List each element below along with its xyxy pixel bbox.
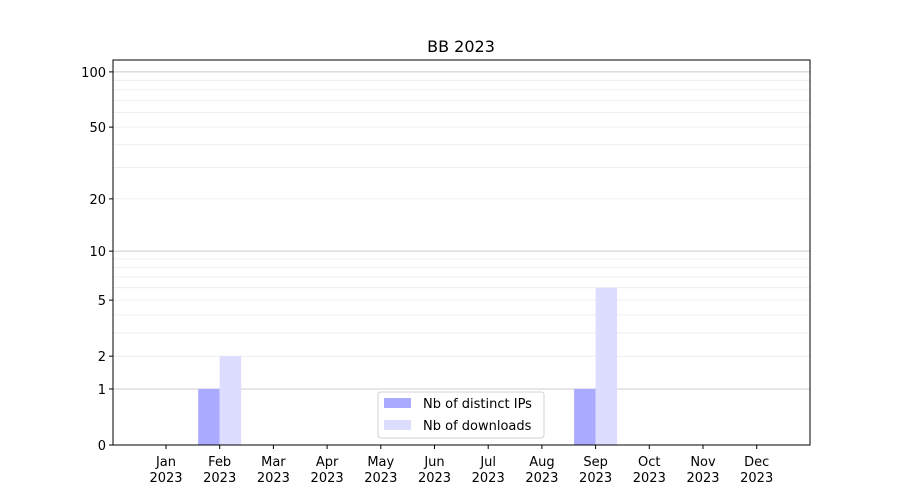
- bar-distinct-ips: [574, 388, 596, 445]
- axes-frame: [112, 59, 811, 446]
- x-tick-label: Dec 2023: [740, 455, 773, 486]
- x-tick-label: May 2023: [364, 455, 397, 486]
- legend-label: Nb of distinct IPs: [423, 397, 532, 412]
- y-tick-label: 2: [98, 350, 106, 365]
- grid: [113, 71, 810, 390]
- y-tick-label: 0: [98, 439, 106, 454]
- legend-swatch: [384, 398, 411, 408]
- bar-distinct-ips: [198, 388, 220, 445]
- legend-label: Nb of downloads: [423, 419, 532, 434]
- y-tick-label: 20: [89, 193, 106, 208]
- x-tick-label: Jun 2023: [418, 455, 451, 486]
- y-axis: 0 1 2 5 10 20 50 100: [81, 66, 113, 454]
- y-tick-label: 5: [98, 294, 106, 309]
- x-tick-label: Feb 2023: [203, 455, 236, 486]
- legend-frame: [377, 391, 545, 439]
- x-tick-label: Aug 2023: [525, 455, 558, 486]
- x-tick-label: Sep 2023: [579, 455, 612, 486]
- y-tick-label: 1: [98, 383, 106, 398]
- legend-swatch: [384, 420, 411, 430]
- bars: [198, 287, 618, 445]
- y-tick-label: 50: [89, 121, 106, 136]
- bar-downloads: [595, 287, 618, 445]
- x-tick-label: Jul 2023: [472, 455, 505, 486]
- x-tick-label: Apr 2023: [311, 455, 344, 486]
- x-tick-label: Nov 2023: [686, 455, 719, 486]
- bar-downloads: [219, 356, 242, 445]
- x-axis: Jan 2023 Feb 2023 Mar 2023 Apr 2023 May 2023 Jun 20…: [149, 445, 773, 486]
- x-tick-label: Mar 2023: [257, 455, 290, 486]
- x-tick-label: Jan 2023: [149, 455, 182, 486]
- chart-title: BB 2023: [427, 37, 495, 56]
- x-tick-label: Oct 2023: [633, 455, 666, 486]
- y-tick-label: 10: [89, 245, 106, 260]
- legend: Nb of distinct IPs Nb of downloads: [377, 391, 545, 439]
- y-tick-label: 100: [81, 66, 106, 81]
